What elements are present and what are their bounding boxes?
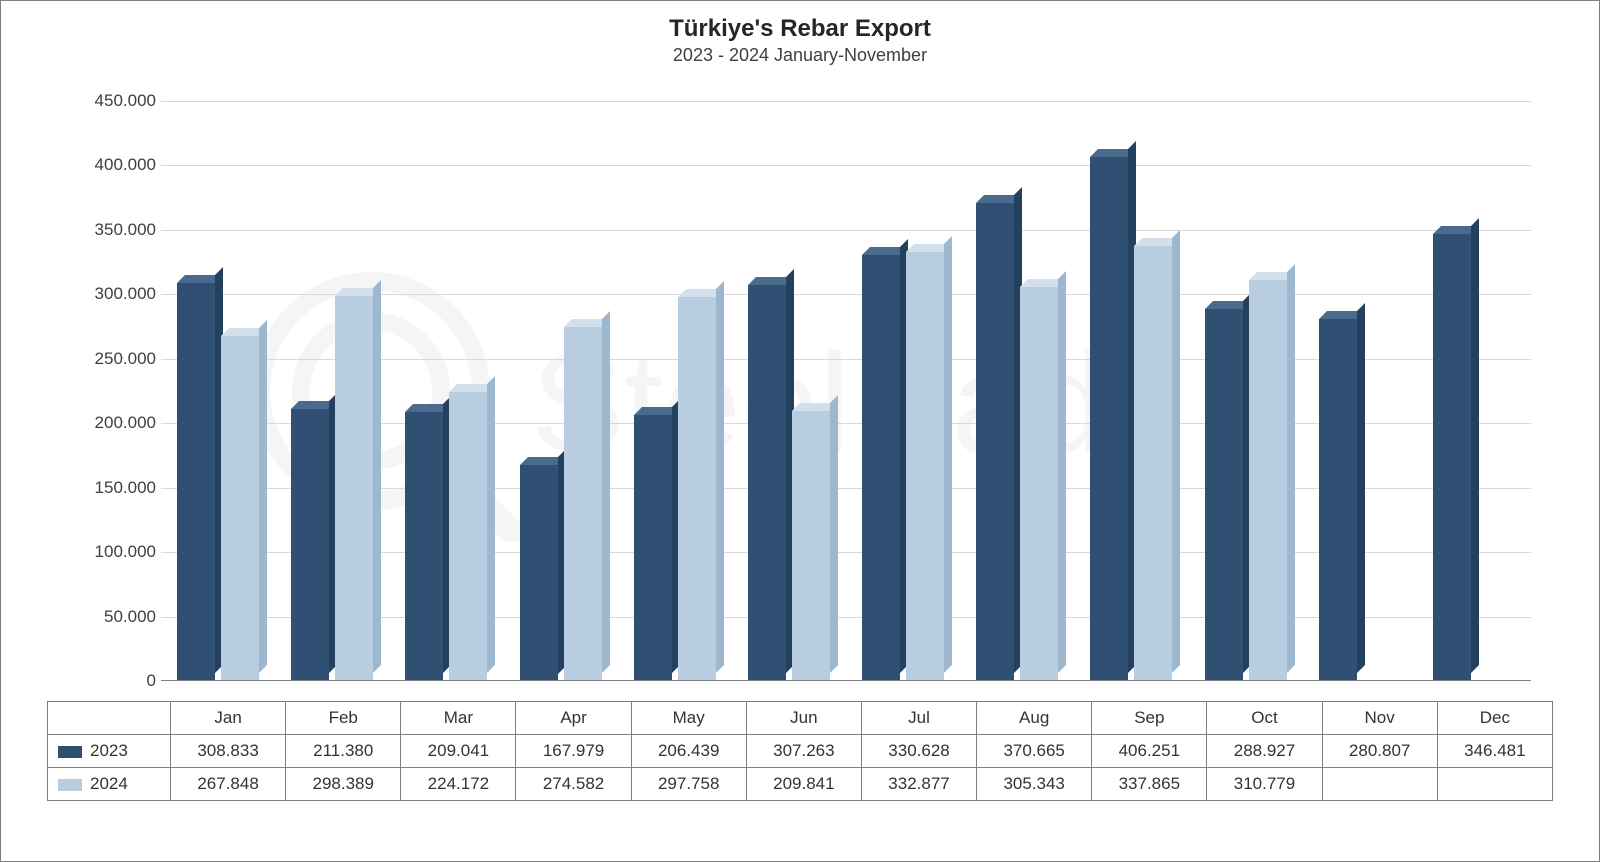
data-table: JanFebMarAprMayJunJulAugSepOctNovDec 2023…: [47, 701, 1553, 801]
chart-subtitle: 2023 - 2024 January-November: [1, 45, 1599, 66]
y-axis-labels: 050.000100.000150.000200.000250.000300.0…: [61, 101, 156, 681]
y-axis-tick-label: 50.000: [61, 607, 156, 627]
y-axis-tick-label: 100.000: [61, 542, 156, 562]
table-cell: 288.927: [1207, 735, 1322, 768]
table-category-header: Dec: [1437, 702, 1552, 735]
legend-label: 2023: [90, 741, 128, 760]
table-series-header: 2023: [48, 735, 171, 768]
table-header-row: JanFebMarAprMayJunJulAugSepOctNovDec: [48, 702, 1553, 735]
bar-2023-dec: [1433, 234, 1471, 681]
bar-2023-feb: [291, 409, 329, 681]
table-category-header: Jun: [746, 702, 861, 735]
table-category-header: Mar: [401, 702, 516, 735]
table-cell: 330.628: [861, 735, 976, 768]
chart-container: Türkiye's Rebar Export 2023 - 2024 Janua…: [0, 0, 1600, 862]
table-cell: 209.041: [401, 735, 516, 768]
table-cell: [1437, 768, 1552, 801]
table-cell: 307.263: [746, 735, 861, 768]
bar-2024-may: [678, 297, 716, 681]
bars-layer: [161, 101, 1531, 681]
plot-area: SteelRadar: [161, 101, 1531, 681]
bar-2023-jan: [177, 283, 215, 681]
y-axis-tick-label: 400.000: [61, 155, 156, 175]
legend-swatch: [58, 746, 82, 758]
table-cell: 337.865: [1092, 768, 1207, 801]
table-cell: 298.389: [286, 768, 401, 801]
table-row: 2024 267.848298.389224.172274.582297.7582…: [48, 768, 1553, 801]
chart-titles: Türkiye's Rebar Export 2023 - 2024 Janua…: [1, 1, 1599, 66]
table-category-header: Oct: [1207, 702, 1322, 735]
y-axis-tick-label: 300.000: [61, 284, 156, 304]
bar-2024-aug: [1020, 287, 1058, 681]
legend-label: 2024: [90, 774, 128, 793]
table-cell: 332.877: [861, 768, 976, 801]
bar-2023-mar: [405, 412, 443, 681]
table-cell: 280.807: [1322, 735, 1437, 768]
bar-2024-jul: [906, 252, 944, 681]
table-category-header: May: [631, 702, 746, 735]
table-row: 2023308.833211.380209.041167.979206.4393…: [48, 735, 1553, 768]
table-cell: 305.343: [977, 768, 1092, 801]
table-cell: 211.380: [286, 735, 401, 768]
y-axis-tick-label: 250.000: [61, 349, 156, 369]
table-corner-cell: [48, 702, 171, 735]
table-category-header: Nov: [1322, 702, 1437, 735]
y-axis-tick-label: 450.000: [61, 91, 156, 111]
table-cell: 274.582: [516, 768, 631, 801]
table-cell: [1322, 768, 1437, 801]
y-axis-tick-label: 350.000: [61, 220, 156, 240]
table-category-header: Sep: [1092, 702, 1207, 735]
bar-2024-jun: [792, 411, 830, 681]
table-category-header: Aug: [977, 702, 1092, 735]
bar-2023-oct: [1205, 309, 1243, 681]
table-series-header: 2024: [48, 768, 171, 801]
table-cell: 224.172: [401, 768, 516, 801]
chart-title: Türkiye's Rebar Export: [1, 15, 1599, 43]
legend-swatch: [58, 779, 82, 791]
bar-2023-may: [634, 415, 672, 681]
table-cell: 308.833: [171, 735, 286, 768]
bar-2024-mar: [449, 392, 487, 681]
bar-2023-sep: [1090, 157, 1128, 681]
bar-2023-jun: [748, 285, 786, 681]
table-cell: 310.779: [1207, 768, 1322, 801]
table-cell: 209.841: [746, 768, 861, 801]
bar-2024-oct: [1249, 280, 1287, 681]
y-axis-tick-label: 200.000: [61, 413, 156, 433]
table-cell: 406.251: [1092, 735, 1207, 768]
bar-2023-jul: [862, 255, 900, 681]
table-cell: 167.979: [516, 735, 631, 768]
bar-2024-jan: [221, 336, 259, 681]
table-cell: 346.481: [1437, 735, 1552, 768]
y-axis-tick-label: 0: [61, 671, 156, 691]
table-category-header: Feb: [286, 702, 401, 735]
table-cell: 267.848: [171, 768, 286, 801]
table-category-header: Jul: [861, 702, 976, 735]
table-cell: 297.758: [631, 768, 746, 801]
bar-2024-feb: [335, 296, 373, 681]
table-cell: 370.665: [977, 735, 1092, 768]
table-cell: 206.439: [631, 735, 746, 768]
bar-2024-sep: [1134, 246, 1172, 681]
bar-2024-apr: [564, 327, 602, 681]
bar-2023-nov: [1319, 319, 1357, 681]
y-axis-tick-label: 150.000: [61, 478, 156, 498]
bar-2023-aug: [976, 203, 1014, 681]
x-axis-baseline: [161, 680, 1531, 681]
bar-2023-apr: [520, 465, 558, 682]
table-category-header: Jan: [171, 702, 286, 735]
table-category-header: Apr: [516, 702, 631, 735]
